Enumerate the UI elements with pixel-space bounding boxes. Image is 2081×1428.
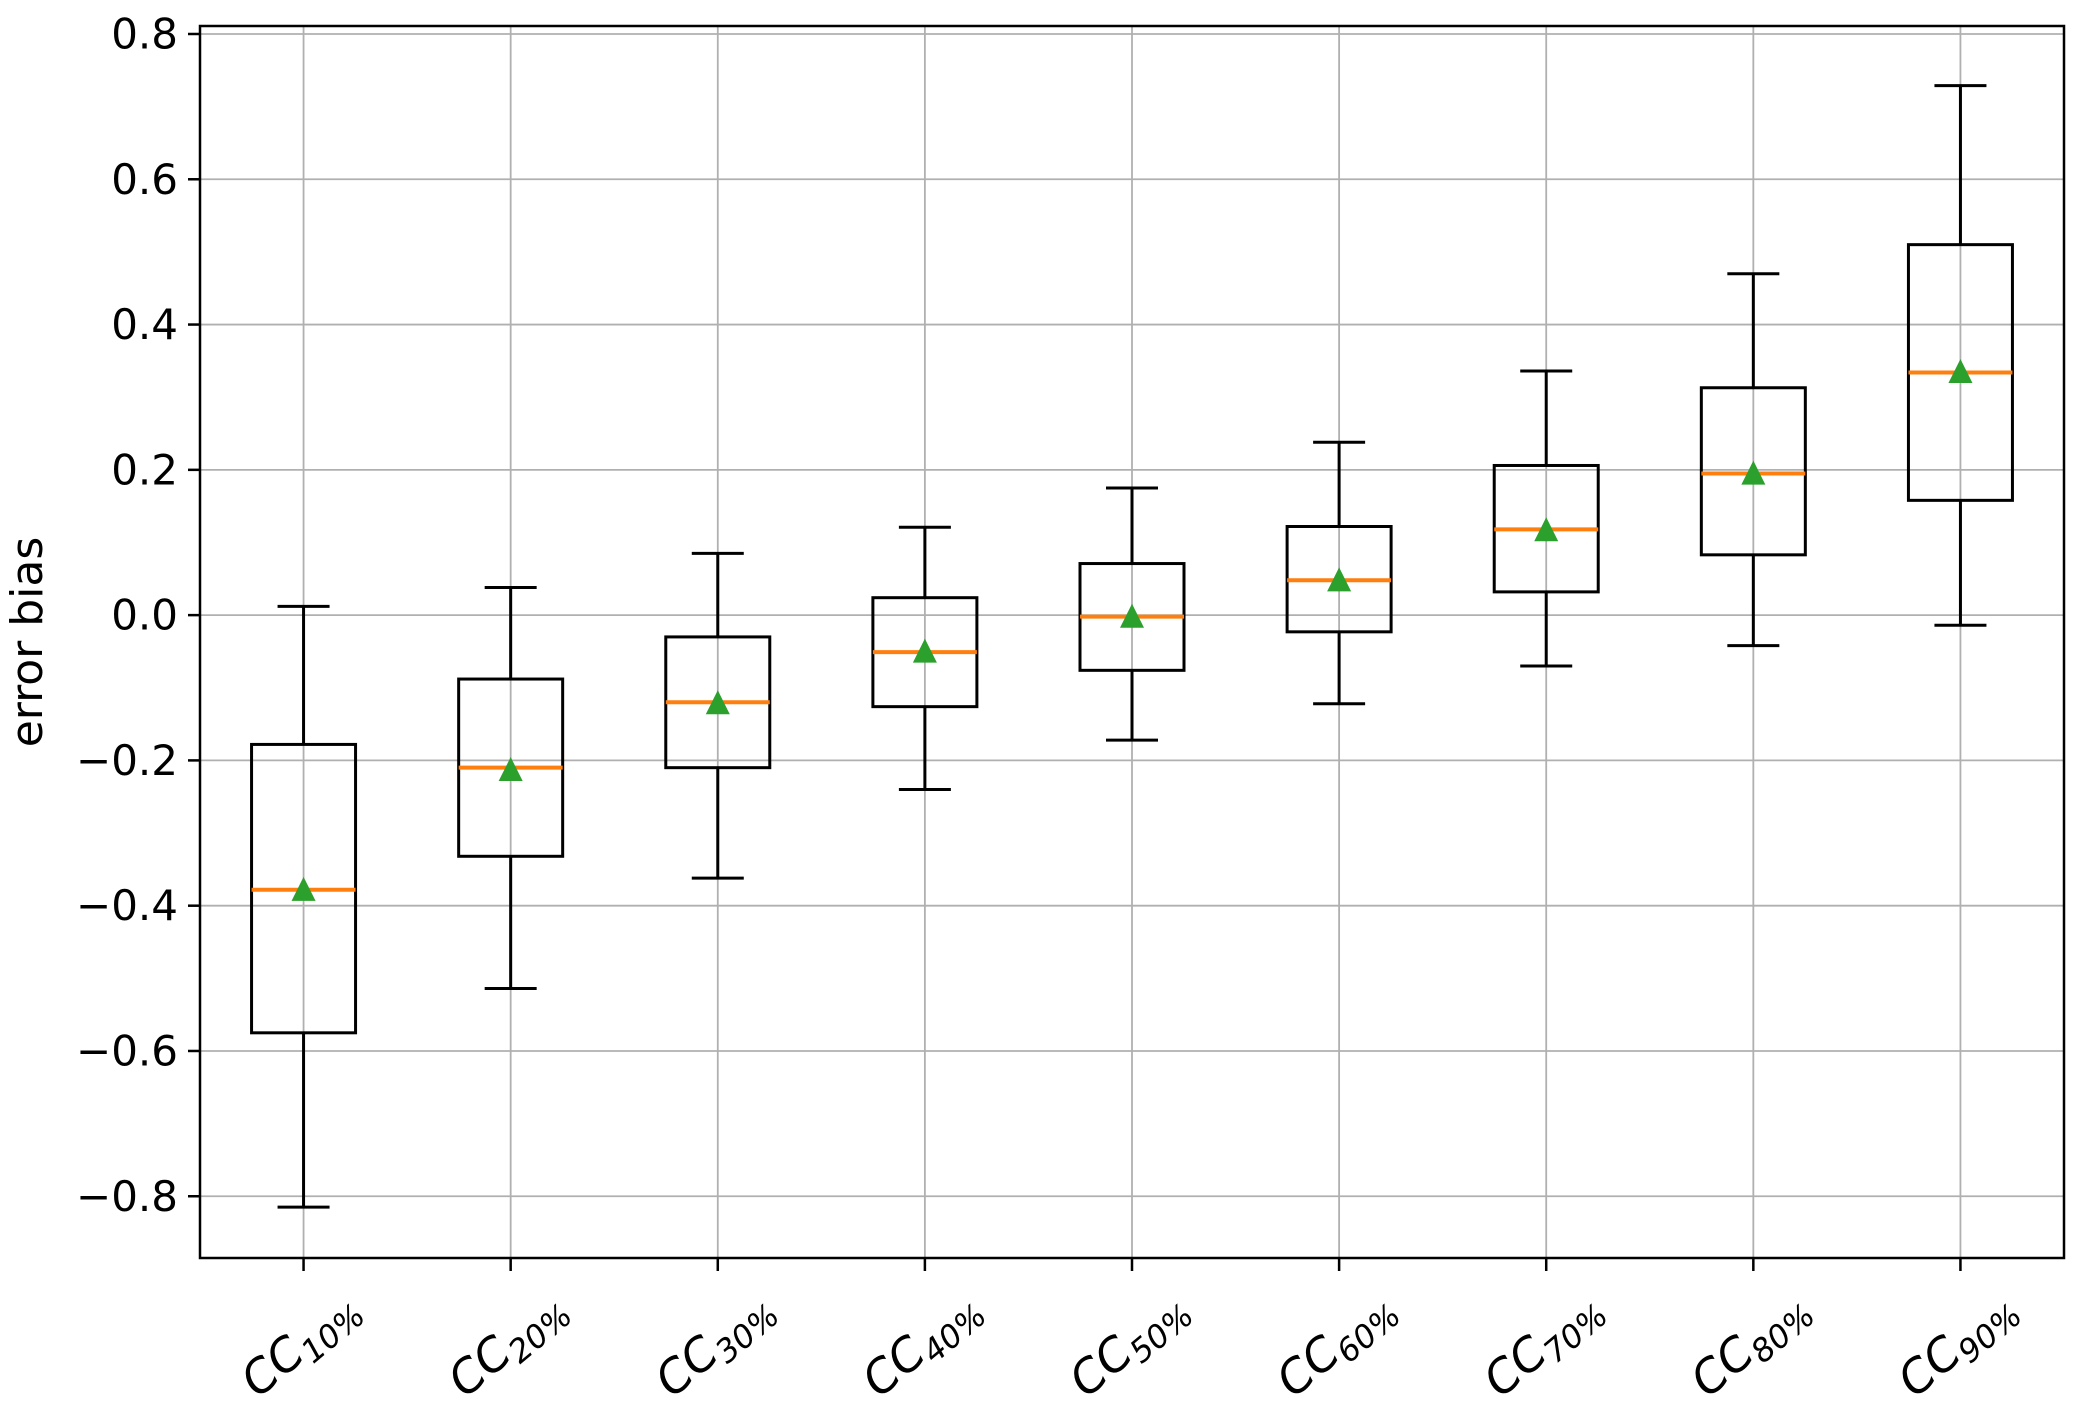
box-group-CC10% [250,604,358,1209]
y-tick-label: −0.6 [76,1026,178,1075]
mean-marker [1948,358,1973,383]
y-axis-label: error bias [2,537,53,748]
y-tick-label: 0.6 [111,155,178,204]
box-group-CC90% [1906,84,2014,627]
box-group-CC80% [1699,272,1807,648]
y-tick-label: 0.4 [111,300,178,349]
y-tick-label: 0.2 [111,445,178,494]
mean-marker [1120,603,1144,628]
y-tick-label: 0.0 [111,591,178,640]
mean-marker [912,638,937,663]
box-group-CC40% [871,525,979,791]
box-group-CC20% [457,586,565,990]
y-tick-label: 0.8 [111,9,178,58]
box-rect [1699,386,1807,557]
y-tick-label: −0.2 [76,736,178,785]
mean-marker [498,757,523,782]
y-tick-label: −0.8 [76,1172,178,1221]
box-group-CC30% [664,551,772,880]
y-tick-label: −0.4 [76,881,178,930]
mean-marker [1534,517,1559,542]
mean-marker [1327,567,1352,592]
mean-marker [705,690,730,715]
mean-marker [1741,460,1766,485]
box-group-CC70% [1492,369,1600,668]
box-group-CC50% [1078,486,1186,742]
mean-marker [291,876,316,901]
box-group-CC60% [1285,440,1393,706]
